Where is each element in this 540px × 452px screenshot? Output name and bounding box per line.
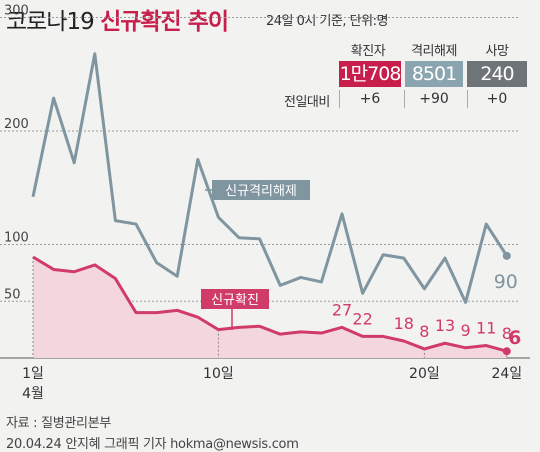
confirmed-data-label: 9 bbox=[461, 321, 471, 340]
delta-label: 전일대비 bbox=[284, 95, 330, 110]
x-tick-label: 1일 bbox=[22, 366, 44, 382]
y-tick-label: 100 bbox=[4, 231, 29, 246]
released-line bbox=[31, 52, 509, 304]
confirmed-header: 확진자 bbox=[350, 44, 386, 59]
released-end-label: 90 bbox=[494, 271, 518, 293]
delta-divider bbox=[467, 90, 468, 108]
delta-divider bbox=[404, 90, 405, 108]
title-emphasis: 신규확진 추이 bbox=[100, 9, 229, 35]
confirmed-delta: +6 bbox=[359, 91, 381, 107]
x-tick-label: 24일 bbox=[491, 366, 522, 382]
confirmed-series-callout-box bbox=[201, 289, 269, 309]
released-series-callout-text: 신규격리해제 bbox=[225, 184, 297, 199]
y-tick-label: 200 bbox=[4, 117, 29, 132]
confirmed-data-label: 8 bbox=[419, 322, 429, 341]
confirmed-data-label: 18 bbox=[394, 314, 414, 333]
confirmed-data-label: 6 bbox=[508, 327, 521, 349]
deaths-total-badge: 240 bbox=[467, 61, 527, 87]
confirmed-area bbox=[33, 256, 507, 358]
confirmed-endpoint bbox=[502, 347, 511, 356]
deaths-delta: +0 bbox=[486, 91, 508, 107]
released-series-callout-box bbox=[212, 180, 310, 200]
confirmed-data-label: 13 bbox=[435, 316, 455, 335]
x-tick-label: 10일 bbox=[203, 366, 234, 382]
month-label: 4월 bbox=[22, 386, 44, 402]
source-note: 자료 : 질병관리본부 bbox=[6, 416, 112, 431]
released-total-badge: 8501 bbox=[405, 61, 463, 87]
confirmed-data-label: 27 bbox=[332, 300, 352, 319]
confirmed-data-label: 22 bbox=[352, 309, 372, 328]
y-tick-label: 300 bbox=[4, 4, 29, 19]
confirmed-data-label: 11 bbox=[476, 319, 496, 338]
delta-divider bbox=[339, 90, 340, 108]
confirmed-series-callout: 신규확진 bbox=[201, 289, 269, 330]
confirmed-total-badge: 1만708 bbox=[339, 61, 401, 87]
credit-line: 20.04.24 안지혜 그래픽 기자 hokma@newsis.com bbox=[6, 437, 299, 452]
title-prefix: 코로나19 bbox=[6, 9, 95, 35]
y-tick-label: 50 bbox=[4, 287, 21, 302]
deaths-header: 사망 bbox=[485, 44, 509, 59]
released-header: 격리해제 bbox=[411, 44, 457, 59]
confirmed-line bbox=[32, 255, 508, 353]
released-delta: +90 bbox=[419, 91, 449, 107]
confirmed-series-callout-text: 신규확진 bbox=[211, 293, 259, 308]
chart-title: 코로나19 신규확진 추이 bbox=[6, 2, 229, 36]
x-tick-label: 20일 bbox=[409, 366, 440, 382]
released-series-callout: 신규격리해제 bbox=[205, 180, 310, 200]
confirmed-data-label: 8 bbox=[502, 324, 512, 343]
released-endpoint bbox=[502, 251, 511, 260]
